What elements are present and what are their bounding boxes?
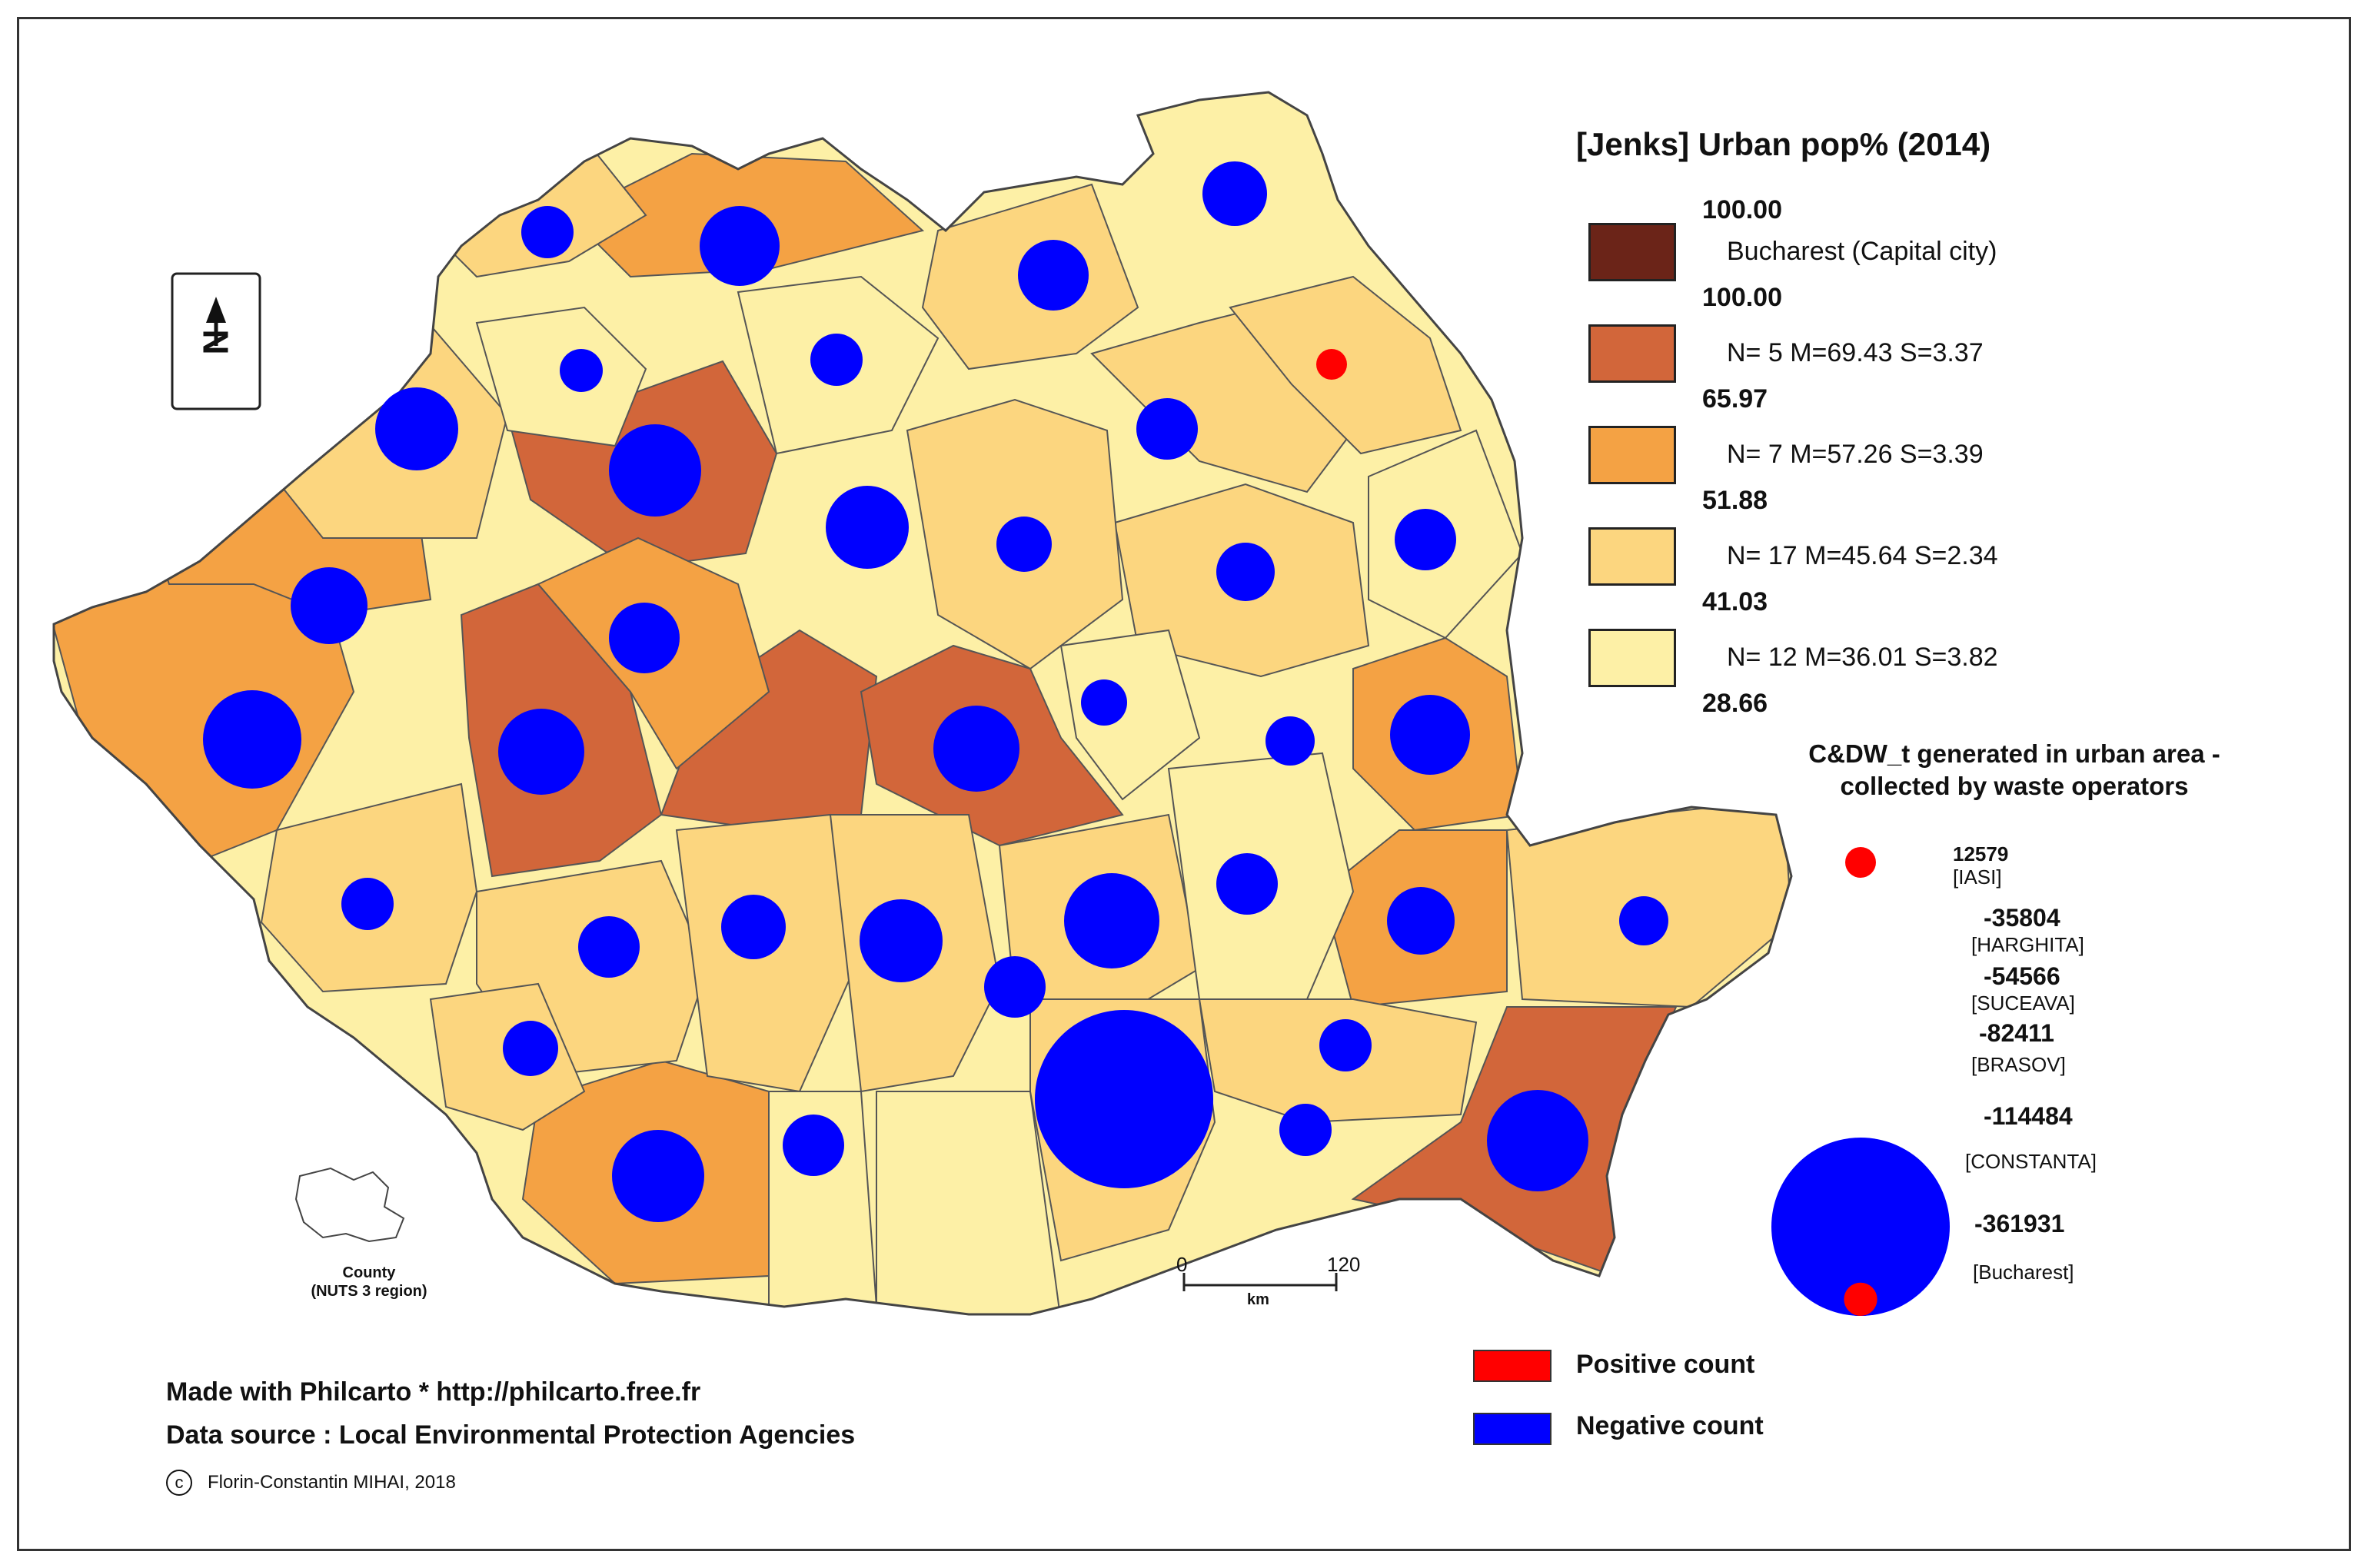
negative-label: Negative count [1576, 1411, 1764, 1440]
map-symbol [933, 706, 1019, 792]
proportional-title-line: collected by waste operators [1840, 772, 2189, 800]
legend-swatch [1588, 629, 1676, 687]
map-symbol [996, 517, 1052, 572]
map-symbol [1265, 716, 1315, 766]
map-symbol [1487, 1090, 1588, 1191]
map-symbol [612, 1130, 704, 1222]
county-region-covasna [1059, 629, 1201, 801]
copyright: c Florin-Constantin MIHAI, 2018 [166, 1470, 456, 1496]
inset-line: (NUTS 3 region) [311, 1283, 427, 1300]
inset-line: County [342, 1264, 396, 1281]
scale-end: 120 [1327, 1253, 1361, 1276]
legend-swatch [1588, 324, 1676, 383]
prop-value: -114484 [1984, 1102, 2073, 1130]
map-symbol [521, 206, 574, 258]
prop-county: [BRASOV] [1971, 1053, 2066, 1076]
legend-swatch [1588, 426, 1676, 484]
map-symbol [1035, 1010, 1213, 1188]
map-symbol [609, 424, 701, 517]
prop-county: [Bucharest] [1973, 1261, 2074, 1284]
legend-class-label: Bucharest (Capital city) [1727, 237, 1997, 266]
map-symbol [560, 349, 603, 392]
map-symbol [1064, 873, 1159, 968]
map-symbol [498, 709, 584, 795]
legend-class-label: N= 7 M=57.26 S=3.39 [1727, 440, 1984, 469]
map-symbol [578, 916, 640, 978]
prop-county: [SUCEAVA] [1971, 992, 2075, 1015]
prop-value: 12579 [1953, 842, 2009, 865]
made-with-credit: Made with Philcarto * http://philcarto.f… [166, 1377, 701, 1407]
map-symbols [203, 161, 1668, 1222]
legend-break: 41.03 [1702, 587, 1768, 616]
prop-value: -82411 [1979, 1019, 2054, 1047]
legend-break: 28.66 [1702, 689, 1768, 718]
map-symbol [1316, 349, 1347, 380]
map-symbol [721, 895, 786, 959]
map-symbol [700, 206, 780, 286]
map-symbol [1279, 1104, 1332, 1156]
positive-label: Positive count [1576, 1350, 1755, 1379]
proportional-legend [1771, 847, 1950, 1317]
map-symbol [375, 387, 458, 470]
prop-legend-circle [1844, 1282, 1877, 1316]
county-inset [294, 1167, 405, 1243]
scale-unit: km [1247, 1291, 1269, 1308]
map-symbol [1136, 398, 1198, 460]
map-symbol [609, 603, 680, 673]
map-symbol [1387, 887, 1455, 955]
map-symbol [783, 1115, 844, 1176]
scale-start: 0 [1176, 1253, 1188, 1276]
map-symbol [203, 690, 301, 789]
county-region-teleorman [876, 1091, 1063, 1314]
proportional-legend-title: C&DW_t generated in urban area - collect… [1753, 738, 2276, 802]
map-symbol [984, 956, 1046, 1018]
map-symbol [1216, 543, 1275, 601]
legend-class-label: N= 17 M=45.64 S=2.34 [1727, 541, 1998, 570]
author: Florin-Constantin MIHAI, 2018 [208, 1472, 456, 1493]
legend-swatch [1588, 223, 1676, 281]
legend-break: 100.00 [1702, 283, 1782, 312]
prop-value: -54566 [1984, 962, 2060, 990]
north-arrow-label: N [195, 329, 236, 355]
inset-label: County (NUTS 3 region) [292, 1264, 446, 1301]
legend-break: 100.00 [1702, 195, 1782, 224]
map-symbol [291, 567, 368, 644]
proportional-title-line: C&DW_t generated in urban area - [1808, 739, 2220, 768]
map-symbol [810, 334, 863, 386]
prop-value: -35804 [1984, 904, 2060, 932]
map-symbol [503, 1021, 558, 1076]
legend-title: [Jenks] Urban pop% (2014) [1576, 126, 1991, 162]
north-arrow [171, 272, 261, 410]
data-source-credit: Data source : Local Environmental Protec… [166, 1420, 856, 1450]
map-symbol [1390, 695, 1470, 775]
prop-legend-circle-positive [1845, 847, 1876, 878]
prop-county: [HARGHITA] [1971, 933, 2084, 956]
scale-bar [1182, 1273, 1338, 1291]
map-symbol [1216, 853, 1278, 915]
positive-swatch [1473, 1350, 1552, 1382]
prop-county: [CONSTANTA] [1965, 1150, 2097, 1173]
legend-break: 65.97 [1702, 384, 1768, 414]
map-symbol [826, 486, 909, 569]
legend-class-label: N= 12 M=36.01 S=3.82 [1727, 643, 1998, 672]
prop-county: [IASI] [1953, 865, 2002, 889]
map-symbol [1081, 679, 1127, 726]
map-symbol [1319, 1019, 1372, 1071]
map-symbol [341, 878, 394, 930]
map-symbol [1018, 240, 1089, 311]
map-symbol [1395, 509, 1456, 570]
map-symbol [860, 899, 943, 982]
map-symbol [1202, 161, 1267, 226]
legend-break: 51.88 [1702, 486, 1768, 515]
legend-class-label: N= 5 M=69.43 S=3.37 [1727, 338, 1984, 367]
negative-swatch [1473, 1413, 1552, 1445]
copyright-icon: c [166, 1470, 192, 1496]
prop-value: -361931 [1974, 1210, 2065, 1237]
map-symbol [1619, 896, 1668, 945]
legend-swatch [1588, 527, 1676, 586]
